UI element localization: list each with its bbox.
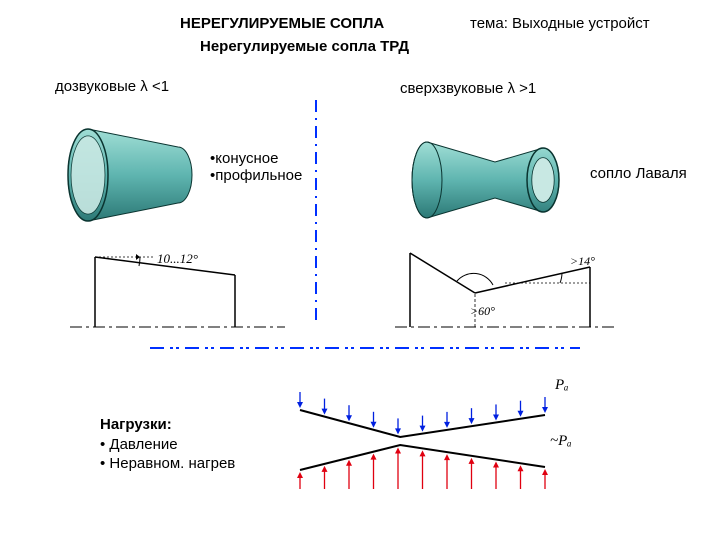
svg-text:10...12°: 10...12° [157,251,198,266]
topic-label: тема: Выходные устройст [470,15,650,32]
svg-text:~Pₐ: ~Pₐ [550,433,572,449]
supersonic-nozzle-diagram [405,130,565,230]
subsonic-nozzle-diagram [60,120,200,230]
subtitle: Нерегулируемые сопла ТРД [200,38,409,55]
supersonic-profile-schematic: >60° >14° [395,245,615,335]
type-conical: •конусное [210,150,302,167]
main-title: НЕРЕГУЛИРУЕМЫЕ СОПЛА [180,15,384,32]
nozzle-types-list: •конусное •профильное [210,150,302,184]
type-profiled: •профильное [210,167,302,184]
laval-label: сопло Лаваля [590,165,687,182]
loads-pressure: • Давление [100,435,235,455]
loads-diagram: Pₐ ~Pₐ [290,375,580,495]
loads-heating: • Неравном. нагрев [100,454,235,474]
loads-heading: Нагрузки: [100,415,235,435]
svg-text:>60°: >60° [470,304,495,318]
subsonic-label: дозвуковые λ <1 [55,78,169,95]
supersonic-label: сверхзвуковые λ >1 [400,80,536,97]
subsonic-profile-schematic: 10...12° [65,245,290,335]
horizontal-divider [150,343,580,353]
loads-text: Нагрузки: • Давление • Неравном. нагрев [100,415,235,474]
svg-text:>14°: >14° [570,254,595,268]
vertical-divider [311,100,321,325]
svg-text:Pₐ: Pₐ [554,377,569,393]
